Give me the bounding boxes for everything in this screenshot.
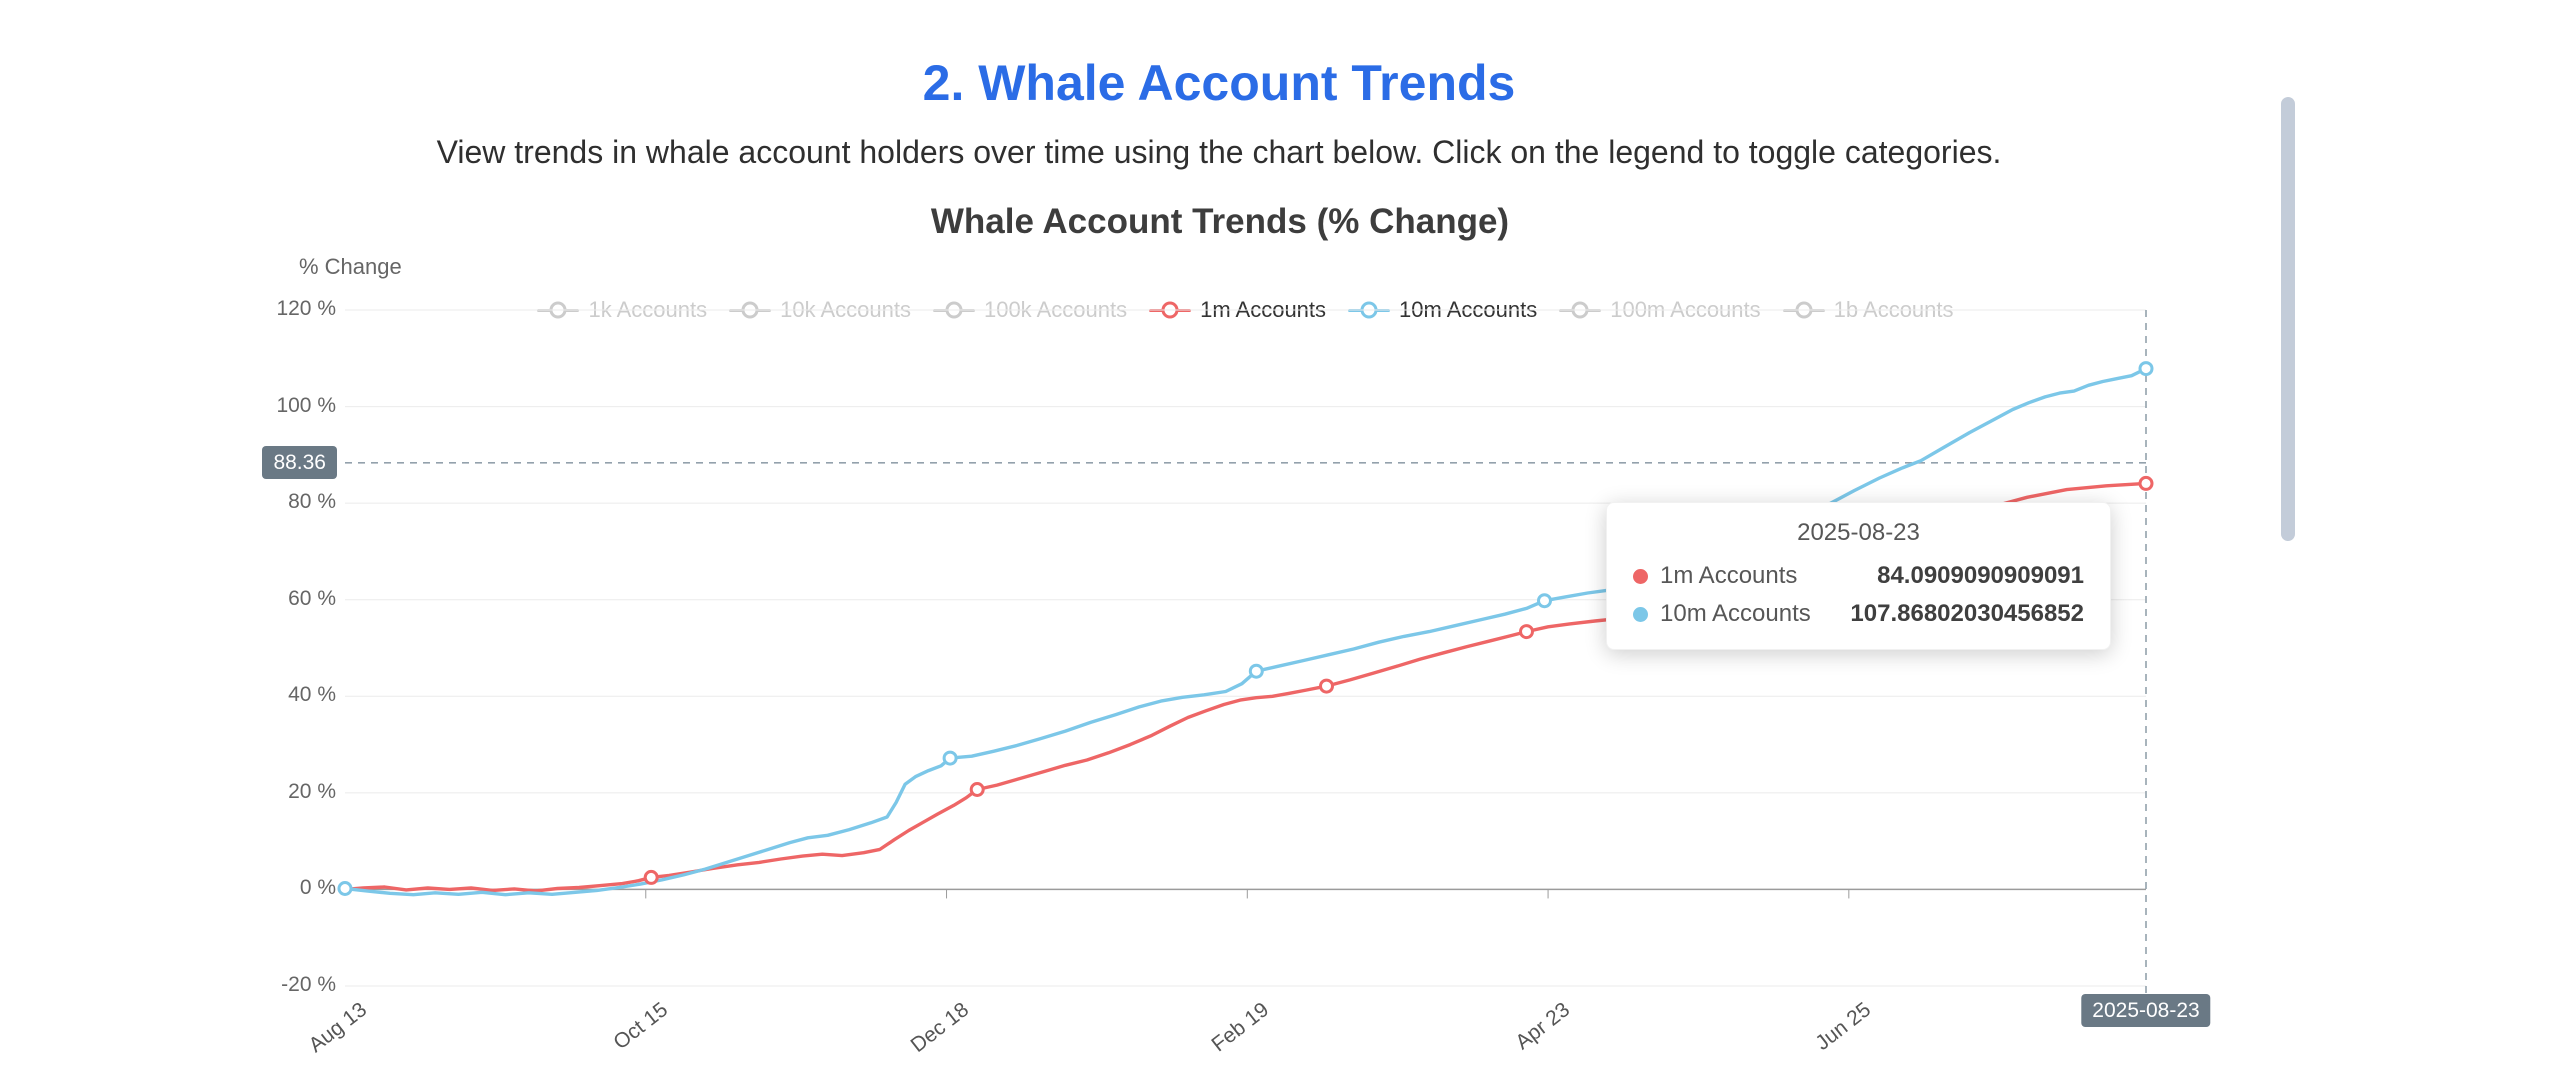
series-marker — [2138, 475, 2154, 491]
series-marker — [1248, 663, 1264, 679]
tooltip-series-name: 10m Accounts — [1660, 600, 1811, 627]
y-tick-label: 80 % — [288, 490, 336, 514]
tooltip-series-value: 84.0909090909091 — [1877, 562, 2084, 589]
series-marker — [337, 881, 353, 896]
series-marker — [942, 750, 958, 766]
chart-tooltip: 2025-08-23 1m Accounts 84.0909090909091 10… — [1606, 502, 2111, 650]
y-tick-label: 40 % — [288, 683, 336, 707]
y-tick-label: 100 % — [276, 393, 336, 417]
y-tick-label: -20 % — [281, 973, 336, 996]
x-axis-pointer-label: 2025-08-23 — [2081, 994, 2211, 1027]
series-line-10m-accounts — [343, 366, 2148, 897]
tooltip-row: 1m Accounts 84.0909090909091 — [1633, 557, 2084, 595]
y-axis-pointer-label: 88.36 — [262, 446, 337, 479]
series-marker — [969, 782, 985, 797]
series-color-dot — [1633, 568, 1648, 584]
page-subtitle: View trends in whale account holders ove… — [436, 134, 2002, 170]
tooltip-series-name: 1m Accounts — [1660, 562, 1798, 589]
series-marker — [1537, 593, 1552, 609]
chart-title: Whale Account Trends (% Change) — [930, 202, 1510, 241]
series-color-dot — [1633, 606, 1648, 622]
y-tick-label: 120 % — [276, 297, 336, 320]
x-tick-label: Aug 13 — [304, 998, 372, 1058]
chart-plot-area[interactable] — [337, 300, 2154, 1012]
series-marker — [2138, 361, 2154, 377]
y-tick-label: 60 % — [288, 586, 336, 610]
y-axis-name-label: % Change — [299, 254, 402, 279]
y-tick-label: 0 % — [299, 876, 336, 900]
tooltip-row: 10m Accounts 107.86802030456852 — [1633, 595, 2084, 633]
scrollbar-thumb[interactable] — [2281, 97, 2295, 541]
series-marker — [643, 869, 659, 885]
tooltip-date-title: 2025-08-23 — [1797, 519, 1920, 546]
page-title: 2. Whale Account Trends — [922, 55, 1516, 111]
series-marker — [1319, 678, 1334, 694]
y-tick-label: 20 % — [288, 779, 336, 803]
tooltip-series-value: 107.86802030456852 — [1850, 600, 2084, 627]
series-marker — [1519, 624, 1534, 640]
